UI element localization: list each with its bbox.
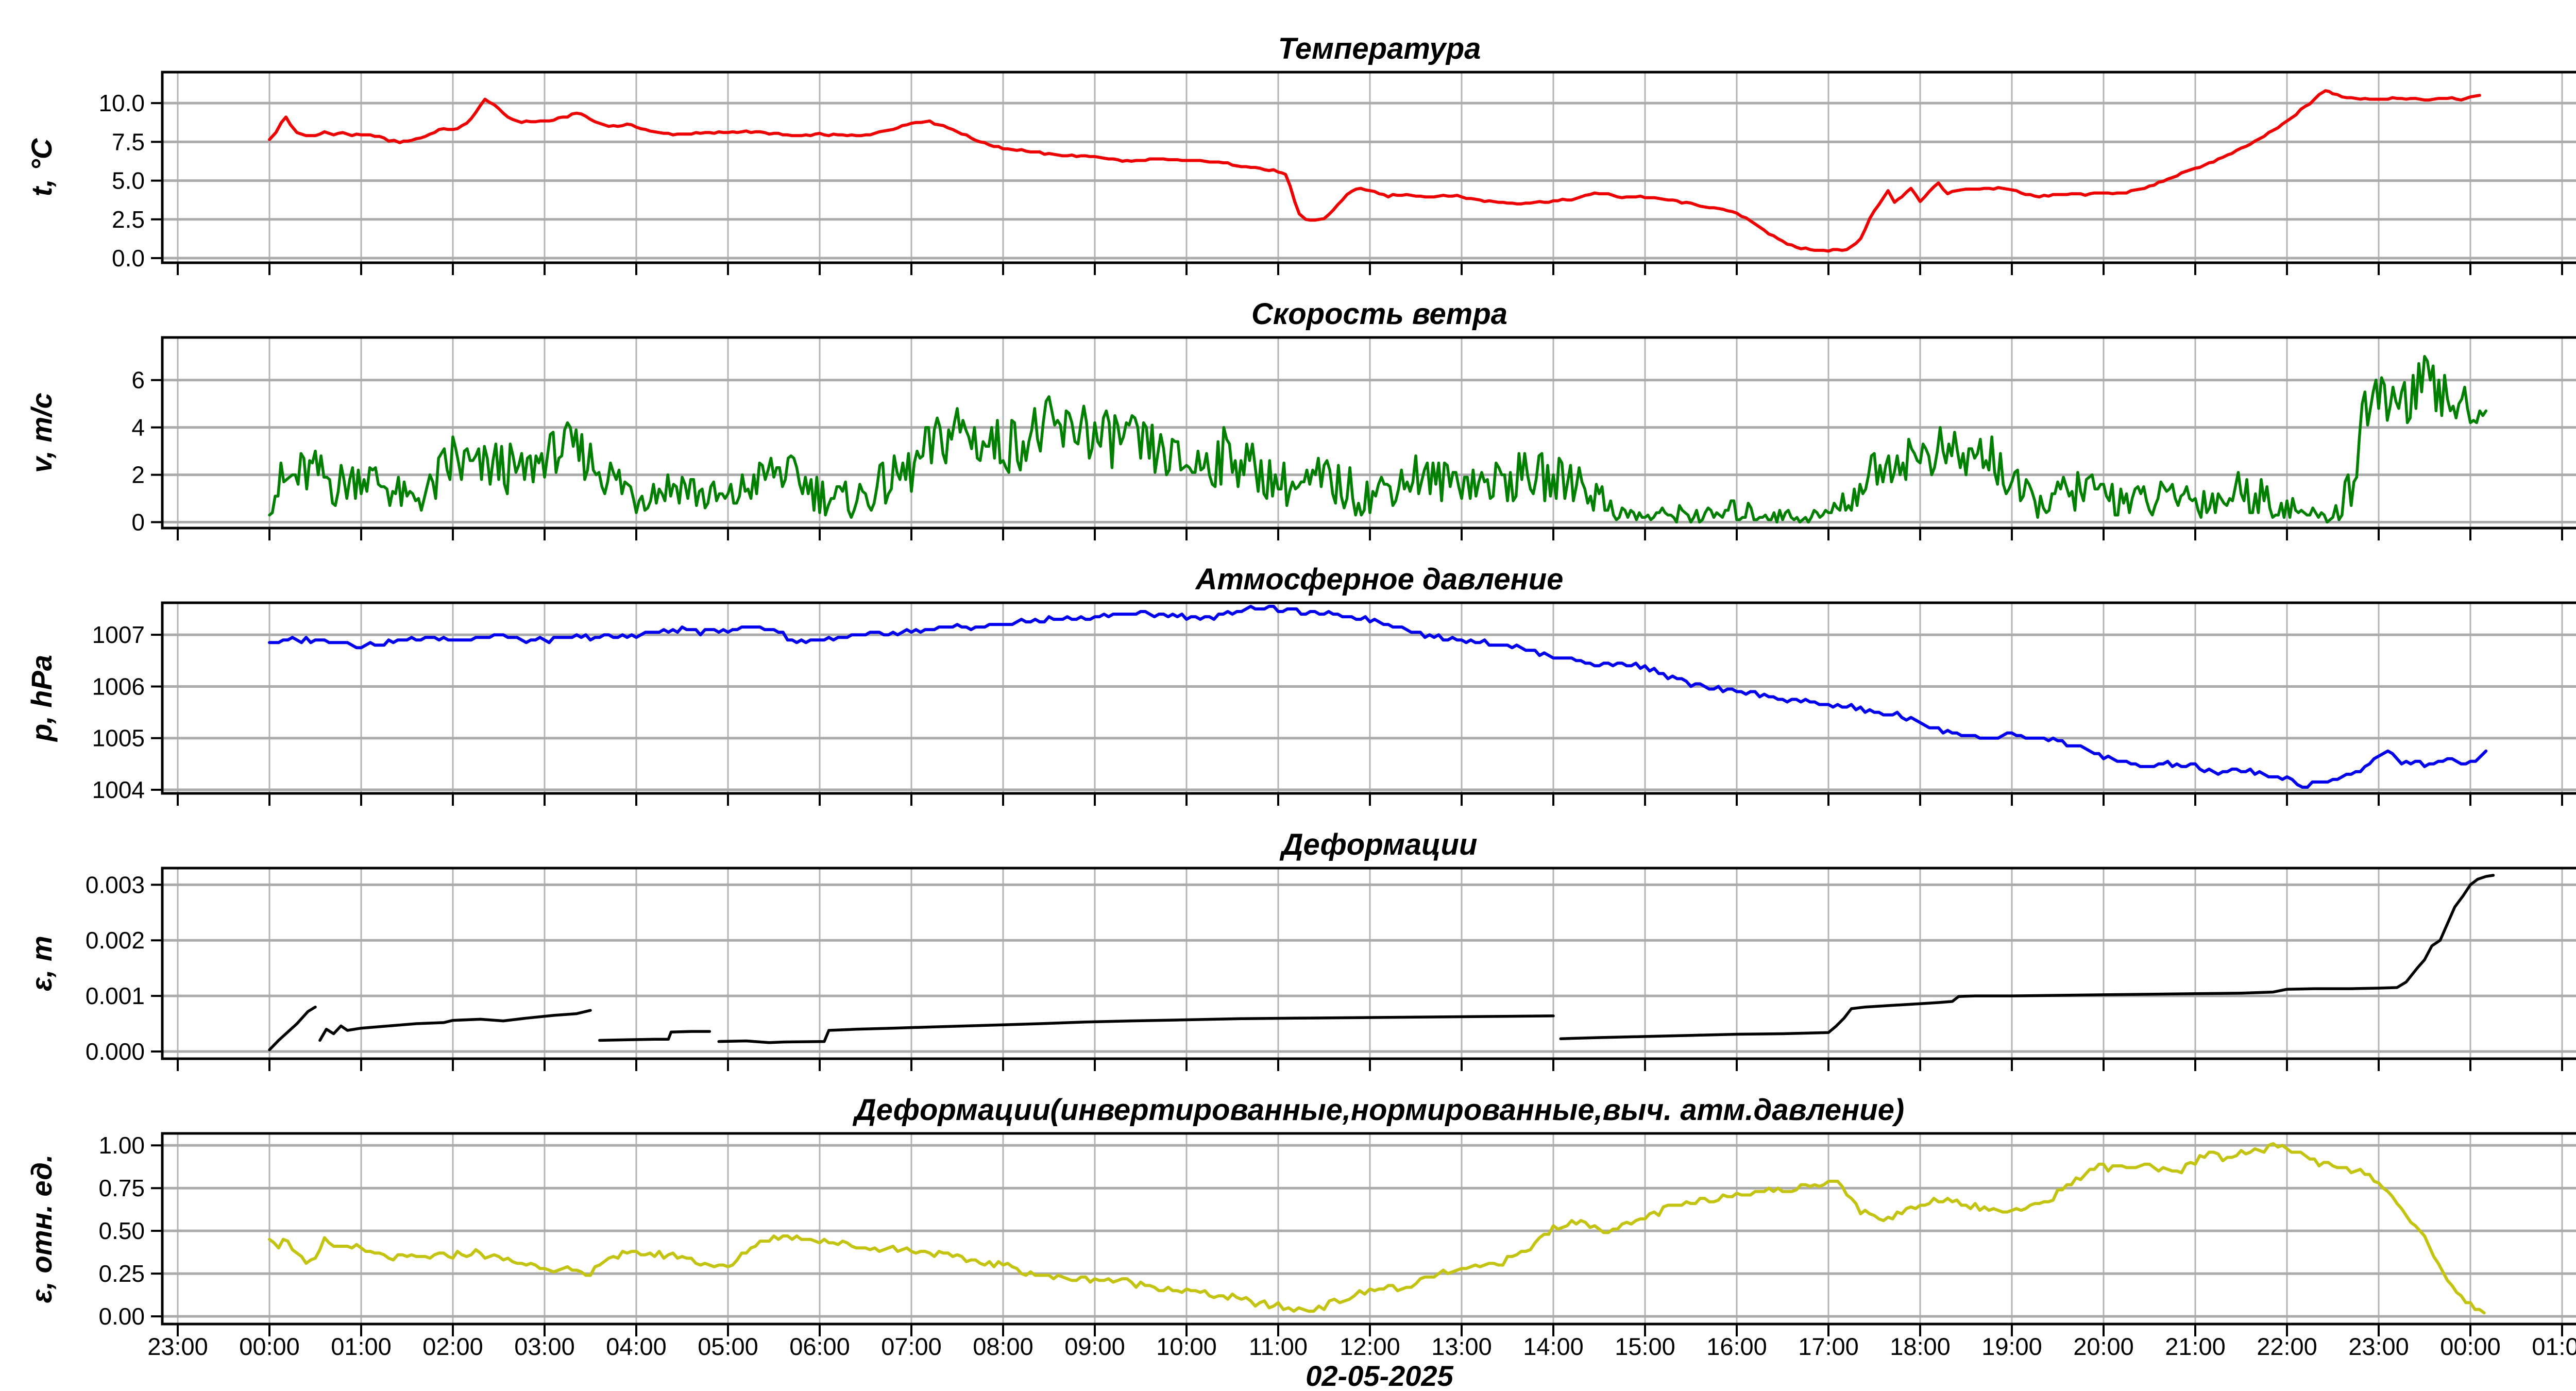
data-line <box>268 89 2481 253</box>
y-tick-label: 7.5 <box>112 128 145 155</box>
x-tick-label: 02:00 <box>422 1333 483 1360</box>
y-tick-label: 6 <box>131 367 145 394</box>
deformation-segment-line <box>268 1005 317 1051</box>
y-tick-label: 2 <box>131 462 145 488</box>
y-tick-label: 1005 <box>92 725 145 752</box>
panel-title: Температура <box>1278 32 1481 65</box>
panel-2: 0 2 4 6 Скорость ветра v, m/c <box>25 297 2576 540</box>
panel-title: Деформации <box>1279 828 1478 861</box>
x-tick-label: 21:00 <box>2165 1333 2226 1360</box>
panel-title: Атмосферное давление <box>1195 563 1564 596</box>
x-tick-label: 11:00 <box>1249 1333 1308 1360</box>
panel-1: 0.0 2.5 5.0 7.5 10.0 Температура t, °C <box>25 32 2576 275</box>
x-tick-label: 03:00 <box>514 1333 575 1360</box>
y-tick-label: 0.003 <box>86 871 145 898</box>
x-tick-label: 01:00 <box>2532 1333 2576 1360</box>
x-tick-label: 16:00 <box>1706 1333 1767 1360</box>
x-tick-label: 17:00 <box>1798 1333 1859 1360</box>
panel-spines <box>161 71 2576 264</box>
panel-spines <box>161 601 2576 795</box>
panel-title: Деформации(инвертированные,нормированные… <box>852 1093 1904 1127</box>
x-tick-label: 23:00 <box>147 1333 208 1360</box>
x-tick-label: 10:00 <box>1156 1333 1217 1360</box>
y-tick-label: 5.0 <box>112 167 145 194</box>
y-tick-label: 0.50 <box>98 1217 145 1244</box>
y-tick-label: 0.00 <box>98 1303 145 1330</box>
y-axis-label: ε, m <box>25 936 58 991</box>
x-tick-label: 18:00 <box>1890 1333 1951 1360</box>
x-tick-label: 15:00 <box>1615 1333 1675 1360</box>
panel-5: 0.00 0.25 0.50 0.75 1.00 Деформации(инвертиро… <box>25 1093 2576 1336</box>
y-tick-label: 1007 <box>92 621 145 648</box>
panel-spines <box>161 867 2576 1060</box>
x-tick-label: 06:00 <box>789 1333 850 1360</box>
data-line <box>268 355 2488 524</box>
x-tick-label: 23:00 <box>2348 1333 2409 1360</box>
deformation-segment-line <box>598 1030 711 1042</box>
panel-spines <box>161 1132 2576 1326</box>
x-tick-label: 00:00 <box>2440 1333 2501 1360</box>
data-line <box>268 1142 2486 1315</box>
y-axis-label: ε, отн. ед. <box>25 1155 58 1303</box>
panel-3: 1004 1005 1006 1007 Атмосферное давление p, h… <box>25 563 2576 806</box>
deformation-segment-line <box>1559 874 2495 1040</box>
y-tick-label: 0.001 <box>86 982 145 1009</box>
y-tick-label: 0.000 <box>86 1038 145 1065</box>
x-tick-label: 07:00 <box>881 1333 942 1360</box>
y-tick-label: 0.0 <box>112 245 145 272</box>
x-tick-label: 05:00 <box>698 1333 758 1360</box>
x-tick-label: 08:00 <box>973 1333 1033 1360</box>
y-tick-label: 2.5 <box>112 206 145 233</box>
y-tick-label: 10.0 <box>98 90 145 116</box>
deformation-segment-line <box>318 1009 592 1042</box>
y-tick-label: 0.75 <box>98 1175 145 1201</box>
y-tick-label: 0.25 <box>98 1260 145 1287</box>
panel-4: 0.000 0.001 0.002 0.003 Деформации ε, m <box>25 828 2576 1071</box>
deformation-segment-line <box>717 1014 1555 1044</box>
y-tick-label: 1.00 <box>98 1132 145 1159</box>
y-tick-label: 1004 <box>92 776 145 803</box>
x-tick-label: 09:00 <box>1064 1333 1125 1360</box>
x-tick-label: 13:00 <box>1431 1333 1492 1360</box>
panel-spines <box>161 336 2576 530</box>
y-axis-label: t, °C <box>25 138 58 196</box>
x-tick-label: 22:00 <box>2257 1333 2317 1360</box>
data-line <box>268 605 2488 789</box>
y-axis-label: p, hPa <box>25 655 58 742</box>
x-tick-label: 12:00 <box>1340 1333 1400 1360</box>
x-tick-label: 19:00 <box>1981 1333 2042 1360</box>
x-tick-label: 01:00 <box>331 1333 392 1360</box>
x-tick-label: 04:00 <box>606 1333 667 1360</box>
y-tick-label: 1006 <box>92 673 145 700</box>
y-axis-label: v, m/c <box>25 393 58 473</box>
x-tick-label: 20:00 <box>2073 1333 2134 1360</box>
panel-title: Скорость ветра <box>1251 297 1507 331</box>
x-tick-label: 00:00 <box>239 1333 300 1360</box>
y-tick-label: 0 <box>131 509 145 536</box>
x-tick-label: 14:00 <box>1523 1333 1584 1360</box>
y-tick-label: 0.002 <box>86 927 145 954</box>
x-axis-date-label: 02-05-2025 <box>1306 1360 1453 1391</box>
y-tick-label: 4 <box>131 414 145 441</box>
